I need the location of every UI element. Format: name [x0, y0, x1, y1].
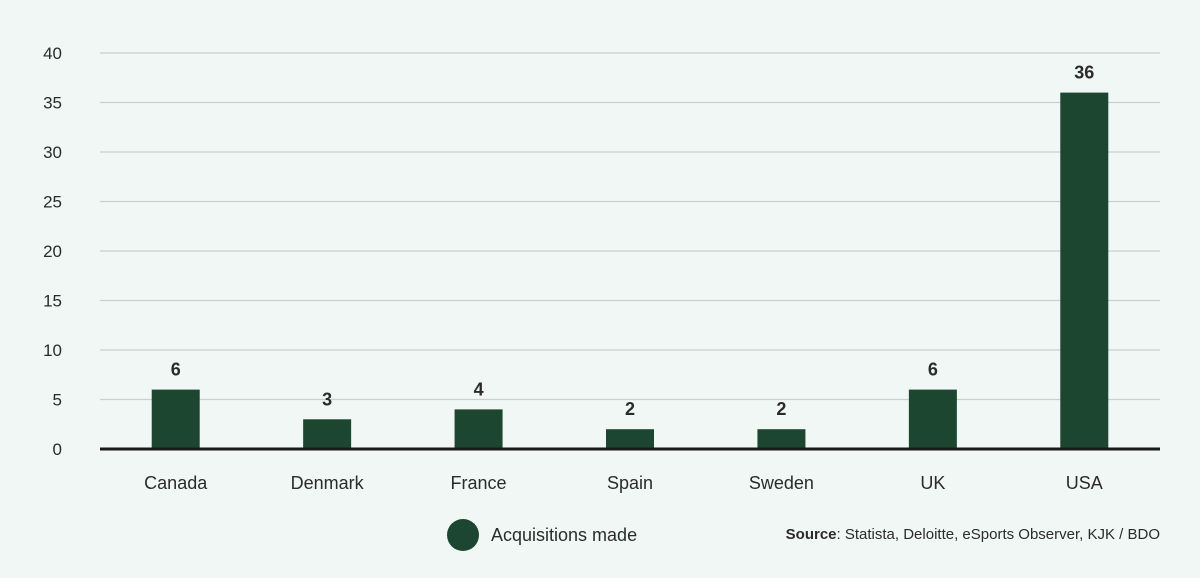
bar-spain: [606, 429, 654, 449]
data-labels: 6 3 4 2 2 6 36: [171, 63, 1095, 420]
y-tick-label: 25: [43, 193, 62, 212]
y-tick-label: 15: [43, 292, 62, 311]
legend: Acquisitions made: [447, 519, 637, 551]
y-tick-label: 20: [43, 242, 62, 261]
data-label-sweden: 2: [776, 399, 786, 419]
y-tick-label: 40: [43, 44, 62, 63]
legend-label: Acquisitions made: [491, 524, 638, 545]
y-tick-label: 10: [43, 341, 62, 360]
source-label: Source: [785, 526, 837, 543]
legend-swatch: [447, 519, 479, 551]
gridlines: [100, 52, 1160, 401]
bar-france: [454, 409, 503, 449]
x-tick-label-denmark: Denmark: [291, 473, 365, 493]
data-label-denmark: 3: [322, 389, 332, 409]
data-label-canada: 6: [171, 360, 181, 380]
bar-canada: [151, 389, 200, 449]
x-tick-label-sweden: Sweden: [749, 473, 814, 493]
x-tick-label-france: France: [451, 473, 507, 493]
y-tick-label: 0: [53, 440, 62, 459]
data-label-usa: 36: [1074, 63, 1094, 83]
bar-uk: [908, 389, 957, 449]
bar-denmark: [303, 419, 352, 449]
x-tick-label-spain: Spain: [607, 473, 653, 493]
data-label-uk: 6: [928, 360, 938, 380]
y-tick-label: 35: [43, 94, 62, 113]
y-tick-label: 30: [43, 143, 62, 162]
x-tick-label-usa: USA: [1066, 473, 1103, 493]
bar-usa: [1060, 92, 1109, 449]
source-note: Source: Statista, Deloitte, eSports Obse…: [786, 526, 1160, 543]
x-tick-label-canada: Canada: [144, 473, 208, 493]
bars: [151, 92, 1109, 449]
y-tick-label: 5: [53, 391, 62, 410]
y-axis-tick-labels: 0 5 10 15 20 25 30 35 40: [43, 44, 62, 459]
source-text: : Statista, Deloitte, eSports Observer, …: [836, 526, 1160, 543]
x-axis-tick-labels: Canada Denmark France Spain Sweden UK USA: [144, 473, 1103, 493]
data-label-spain: 2: [625, 399, 635, 419]
data-label-france: 4: [474, 379, 484, 399]
x-tick-label-uk: UK: [920, 473, 945, 493]
bar-sweden: [757, 429, 806, 449]
